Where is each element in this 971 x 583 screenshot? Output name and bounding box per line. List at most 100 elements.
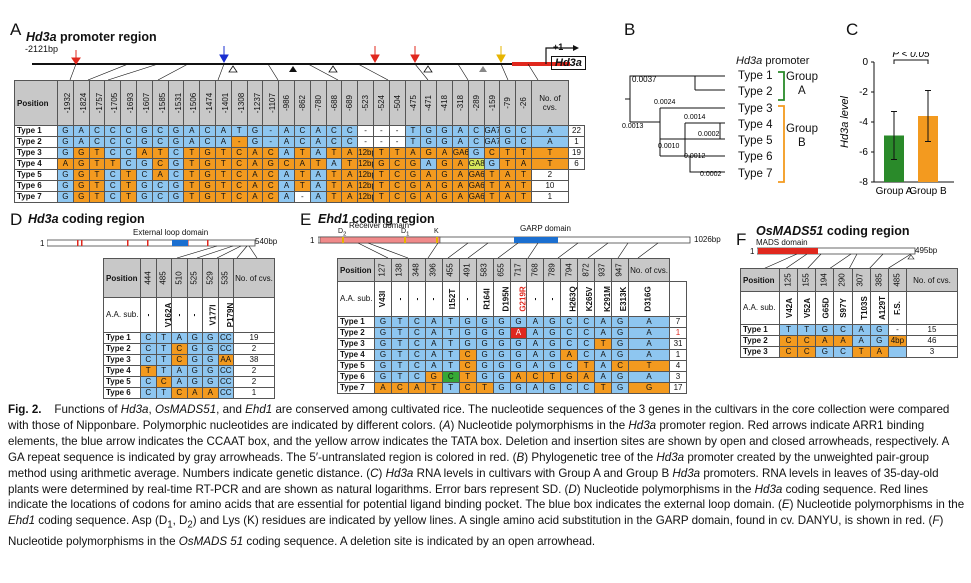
nucleotide-cell: A xyxy=(341,180,359,192)
nucleotide-cell: G xyxy=(436,158,453,170)
aa-sub-cell: P179N xyxy=(217,297,234,333)
nucleotide-cell: G xyxy=(869,335,889,347)
nucleotide-cell: G xyxy=(202,376,219,388)
nucleotide-cell: A xyxy=(815,335,835,347)
count-cell: 3 xyxy=(906,346,958,358)
position-cell: 396 xyxy=(424,258,443,282)
nucleotide-cell: G xyxy=(404,180,422,192)
count-cell: 2 xyxy=(530,169,569,181)
nucleotide-cell: G xyxy=(135,125,153,137)
aa-sub-cell: K265V xyxy=(577,281,596,317)
row-label: Type 2 xyxy=(103,343,141,355)
nucleotide-cell: A xyxy=(424,360,443,372)
nucleotide-cell: T xyxy=(341,158,359,170)
nucleotide-cell: G xyxy=(424,371,443,383)
nucleotide-cell: C xyxy=(341,136,359,148)
aa-sub-cell: D316G xyxy=(628,281,671,317)
nucleotide-cell: AA xyxy=(217,354,234,366)
nucleotide-cell: C xyxy=(407,338,426,350)
nucleotide-cell: A xyxy=(594,349,613,361)
nucleotide-cell: A xyxy=(451,180,469,192)
row-label: Type 1 xyxy=(103,332,141,344)
nucleotide-cell: A xyxy=(526,327,545,339)
nucleotide-cell: T xyxy=(88,191,106,203)
aa-sub-cell: - xyxy=(458,281,477,317)
aa-sub-cell: S97Y xyxy=(833,291,853,325)
nucleotide-cell: T xyxy=(155,343,172,355)
nucleotide-cell: GA6 xyxy=(467,180,485,192)
position-cell: -1401 xyxy=(214,80,232,126)
nucleotide-cell: A xyxy=(135,147,153,159)
nucleotide-cell: A xyxy=(451,169,469,181)
nucleotide-cell: G xyxy=(57,136,74,148)
nucleotide-cell: G xyxy=(167,180,185,192)
nucleotide-cell: T xyxy=(214,180,232,192)
position-cell: -1824 xyxy=(72,80,90,126)
aa-sub-header: A.A. sub. xyxy=(103,297,141,333)
table-row: Type 4AGTTCGCGTGTCAGCATAT12bpGCGAGAGA8GT… xyxy=(14,158,586,170)
nucleotide-cell: 4bp xyxy=(887,335,908,347)
nucleotide-cell: G xyxy=(543,338,562,350)
nucleotide-cell: T xyxy=(120,191,137,203)
nucleotide-cell: C xyxy=(325,125,343,137)
header-row: Position 127 138 348 396 455 491 583 655 717 768 78… xyxy=(337,258,687,282)
nucleotide-cell: CC xyxy=(217,376,234,388)
position-cell: 455 xyxy=(441,258,460,282)
nucleotide-cell: T xyxy=(183,180,201,192)
nucleotide-cell: T xyxy=(441,327,460,339)
nucleotide-cell: G xyxy=(492,382,511,394)
nucleotide-cell: A xyxy=(214,136,232,148)
nucleotide-cell: G xyxy=(483,158,501,170)
nucleotide-cell: G xyxy=(404,191,422,203)
nucleotide-cell: G xyxy=(374,338,392,350)
nucleotide-cell: C xyxy=(577,349,596,361)
nucleotide-cell: G xyxy=(492,316,511,328)
nucleotide-cell: C xyxy=(778,335,799,347)
position-cell: No. of cvs. xyxy=(628,258,671,282)
position-cell: 444 xyxy=(140,258,157,298)
position-cell: 307 xyxy=(851,268,871,292)
position-cell: -1506 xyxy=(183,80,201,126)
position-cell: 789 xyxy=(543,258,562,282)
nucleotide-cell: G xyxy=(436,191,453,203)
nucleotide-cell: G xyxy=(611,327,630,339)
position-cell: No. of cvs. xyxy=(906,268,958,292)
nucleotide-cell: C xyxy=(388,180,406,192)
nucleotide-cell: T xyxy=(88,147,106,159)
nucleotide-cell: C xyxy=(407,349,426,361)
y-tick-label: -8 xyxy=(859,177,868,188)
nucleotide-cell: G xyxy=(509,316,528,328)
nucleotide-cell: T xyxy=(104,158,122,170)
position-cell: -289 xyxy=(467,80,485,126)
aa-sub-cell: - xyxy=(171,297,188,333)
nucleotide-cell: T xyxy=(325,191,343,203)
nucleotide-cell: A xyxy=(246,180,264,192)
nucleotide-cell: G xyxy=(499,136,517,148)
nucleotide-cell: C xyxy=(515,136,532,148)
nucleotide-cell: G xyxy=(420,147,438,159)
nucleotide-cell: T xyxy=(628,360,671,372)
aa-sub-cell: G65D xyxy=(815,291,835,325)
nucleotide-cell: A xyxy=(560,349,579,361)
nucleotide-cell: C xyxy=(171,343,188,355)
nucleotide-cell: G xyxy=(246,136,264,148)
panel-b-title: Hd3a promoter xyxy=(736,55,810,67)
nucleotide-cell: G xyxy=(492,327,511,339)
nucleotide-cell: T xyxy=(390,360,409,372)
nucleotide-cell: A xyxy=(451,136,469,148)
aa-sub-cell: K291M xyxy=(594,281,613,317)
position-cell: 194 xyxy=(815,268,835,292)
nucleotide-cell: T xyxy=(388,147,406,159)
nucleotide-cell: A xyxy=(293,158,311,170)
nucleotide-cell: A xyxy=(278,180,295,192)
position-header: Position xyxy=(103,258,141,298)
nucleotide-cell: T xyxy=(530,158,569,170)
nucleotide-cell: G xyxy=(167,191,185,203)
position-cell: -1932 xyxy=(57,80,74,126)
nucleotide-cell: G xyxy=(199,147,216,159)
f-end: 495bp xyxy=(915,246,938,255)
nucleotide-cell: G xyxy=(458,338,477,350)
nucleotide-cell: C xyxy=(293,136,311,148)
nucleotide-cell: C xyxy=(88,136,106,148)
